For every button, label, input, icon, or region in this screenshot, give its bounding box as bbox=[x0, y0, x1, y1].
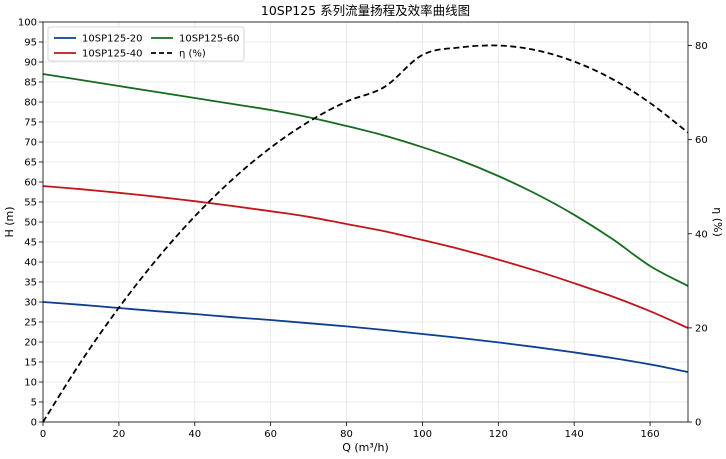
series-line-3 bbox=[42, 44, 689, 423]
y-tick-label: 45 bbox=[24, 238, 37, 249]
series-line-1 bbox=[42, 185, 689, 329]
y-tick-label: 95 bbox=[24, 38, 37, 49]
y2-tick-label: 0 bbox=[695, 418, 701, 429]
y2-axis-label: η (%) bbox=[711, 207, 724, 237]
x-tick-label: 140 bbox=[565, 429, 584, 440]
x-tick-label: 160 bbox=[641, 429, 660, 440]
legend: 10SP125-20 10SP125-40 10SP125-60 η (%) bbox=[47, 26, 245, 62]
y-tick-label: 70 bbox=[24, 138, 37, 149]
x-tick-label: 100 bbox=[413, 429, 432, 440]
x-tick-label: 80 bbox=[340, 429, 353, 440]
grid-layer bbox=[42, 21, 688, 423]
y2-tick-label: 20 bbox=[695, 323, 708, 334]
series-line-0 bbox=[42, 301, 689, 373]
legend-label-2: 10SP125-60 bbox=[179, 34, 240, 45]
y-tick-label: 20 bbox=[24, 338, 37, 349]
y-tick-label: 55 bbox=[24, 198, 37, 209]
series-layer bbox=[42, 44, 689, 423]
legend-box bbox=[47, 26, 245, 62]
y-tick-label: 15 bbox=[24, 358, 37, 369]
y-tick-label: 50 bbox=[24, 218, 37, 229]
y-tick-label: 30 bbox=[24, 298, 37, 309]
y-tick-label: 60 bbox=[24, 178, 37, 189]
y-tick-label: 80 bbox=[24, 98, 37, 109]
y-tick-label: 40 bbox=[24, 258, 37, 269]
legend-label-1: 10SP125-40 bbox=[82, 49, 143, 60]
y-axis-label: H (m) bbox=[3, 206, 16, 237]
y-tick-label: 10 bbox=[24, 378, 37, 389]
chart-title: 10SP125 系列流量扬程及效率曲线图 bbox=[261, 3, 470, 18]
x-tick-label: 40 bbox=[188, 429, 201, 440]
y-tick-label: 65 bbox=[24, 158, 37, 169]
x-tick-label: 120 bbox=[489, 429, 508, 440]
y-tick-label: 35 bbox=[24, 278, 37, 289]
x-tick-label: 60 bbox=[264, 429, 277, 440]
ticks-layer: 0 20 40 60 80 100 120 140 160 0 5 10 15 20 25 30 35 40 45 5… bbox=[18, 18, 708, 441]
y2-tick-label: 40 bbox=[695, 229, 708, 240]
legend-label-3: η (%) bbox=[179, 49, 206, 60]
series-line-2 bbox=[42, 73, 689, 287]
y-tick-label: 25 bbox=[24, 318, 37, 329]
y-tick-label: 5 bbox=[31, 398, 37, 409]
y2-tick-label: 80 bbox=[695, 41, 708, 52]
y-tick-label: 100 bbox=[18, 18, 37, 29]
legend-label-0: 10SP125-20 bbox=[82, 34, 143, 45]
y-tick-label: 85 bbox=[24, 78, 37, 89]
y-tick-label: 90 bbox=[24, 58, 37, 69]
x-tick-label: 0 bbox=[40, 429, 46, 440]
y2-tick-label: 60 bbox=[695, 135, 708, 146]
x-axis-label: Q (m³/h) bbox=[342, 441, 389, 454]
y-tick-label: 0 bbox=[31, 418, 37, 429]
y-tick-label: 75 bbox=[24, 118, 37, 129]
x-tick-label: 20 bbox=[113, 429, 126, 440]
